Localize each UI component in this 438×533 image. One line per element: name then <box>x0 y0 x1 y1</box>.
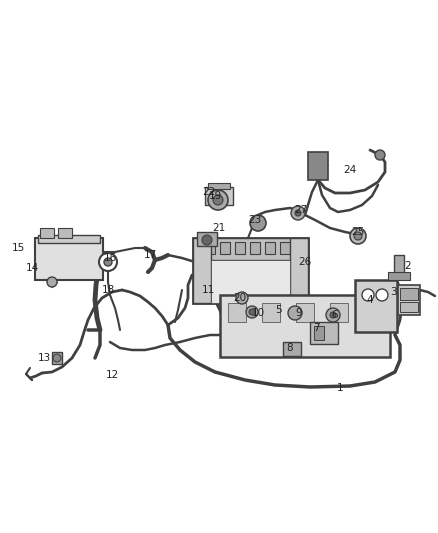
Bar <box>296 303 314 322</box>
Text: 1: 1 <box>337 383 343 393</box>
Text: 26: 26 <box>298 257 311 267</box>
Bar <box>398 285 420 315</box>
Bar <box>193 238 211 303</box>
Bar <box>290 238 308 303</box>
Circle shape <box>47 277 57 287</box>
Text: 9: 9 <box>296 308 302 318</box>
Bar <box>235 242 245 254</box>
Bar <box>364 303 382 322</box>
Text: 18: 18 <box>101 285 115 295</box>
Text: 2: 2 <box>405 261 411 271</box>
Bar <box>314 326 324 340</box>
Circle shape <box>350 228 366 244</box>
Bar <box>193 238 308 260</box>
Bar <box>310 322 338 344</box>
Bar <box>388 272 410 280</box>
Bar <box>52 352 62 364</box>
Text: 25: 25 <box>351 227 364 237</box>
Bar <box>394 255 404 273</box>
Circle shape <box>99 253 117 271</box>
Bar <box>280 242 290 254</box>
Text: 3: 3 <box>390 287 396 297</box>
Circle shape <box>376 289 388 301</box>
Bar <box>330 303 348 322</box>
Circle shape <box>236 292 248 304</box>
Bar <box>265 242 275 254</box>
Text: 10: 10 <box>251 308 265 318</box>
Bar <box>211 260 290 303</box>
Bar <box>35 238 103 280</box>
Text: 13: 13 <box>37 353 51 363</box>
Circle shape <box>104 258 112 266</box>
Text: 11: 11 <box>201 285 215 295</box>
Bar <box>220 295 390 357</box>
Text: 17: 17 <box>143 250 157 260</box>
Text: 24: 24 <box>343 165 357 175</box>
Bar <box>250 242 260 254</box>
Text: 27: 27 <box>294 205 307 215</box>
Bar <box>308 152 328 180</box>
Circle shape <box>291 206 305 220</box>
Text: 5: 5 <box>275 305 281 315</box>
Bar <box>208 183 230 189</box>
Text: 21: 21 <box>212 223 226 233</box>
Circle shape <box>53 354 61 362</box>
Bar <box>283 342 301 356</box>
Circle shape <box>246 306 258 318</box>
Text: 16: 16 <box>103 253 117 263</box>
Text: 19: 19 <box>208 191 222 201</box>
Bar <box>197 232 217 246</box>
Text: 23: 23 <box>248 215 261 225</box>
Circle shape <box>330 312 336 318</box>
Text: 6: 6 <box>332 310 338 320</box>
Bar <box>220 242 230 254</box>
Bar <box>262 303 280 322</box>
Bar <box>355 280 397 332</box>
Circle shape <box>362 289 374 301</box>
Text: 14: 14 <box>25 263 39 273</box>
Bar <box>205 187 233 205</box>
Bar <box>58 228 72 238</box>
Circle shape <box>249 309 255 315</box>
Bar <box>205 242 215 254</box>
Circle shape <box>326 308 340 322</box>
Bar <box>228 303 246 322</box>
Text: 8: 8 <box>287 343 293 353</box>
Circle shape <box>202 235 212 245</box>
Circle shape <box>288 306 302 320</box>
Circle shape <box>250 215 266 231</box>
Circle shape <box>208 190 228 210</box>
Text: 20: 20 <box>233 293 247 303</box>
Circle shape <box>354 232 362 240</box>
Circle shape <box>213 195 223 205</box>
Circle shape <box>295 210 301 216</box>
Circle shape <box>375 150 385 160</box>
Text: 22: 22 <box>202 187 215 197</box>
Bar <box>400 288 418 300</box>
Bar <box>38 235 100 243</box>
Text: 4: 4 <box>367 295 373 305</box>
Bar <box>40 228 54 238</box>
Bar <box>400 302 418 312</box>
Text: 7: 7 <box>313 323 319 333</box>
Text: 15: 15 <box>11 243 25 253</box>
Bar <box>193 238 308 303</box>
Text: 12: 12 <box>106 370 119 380</box>
